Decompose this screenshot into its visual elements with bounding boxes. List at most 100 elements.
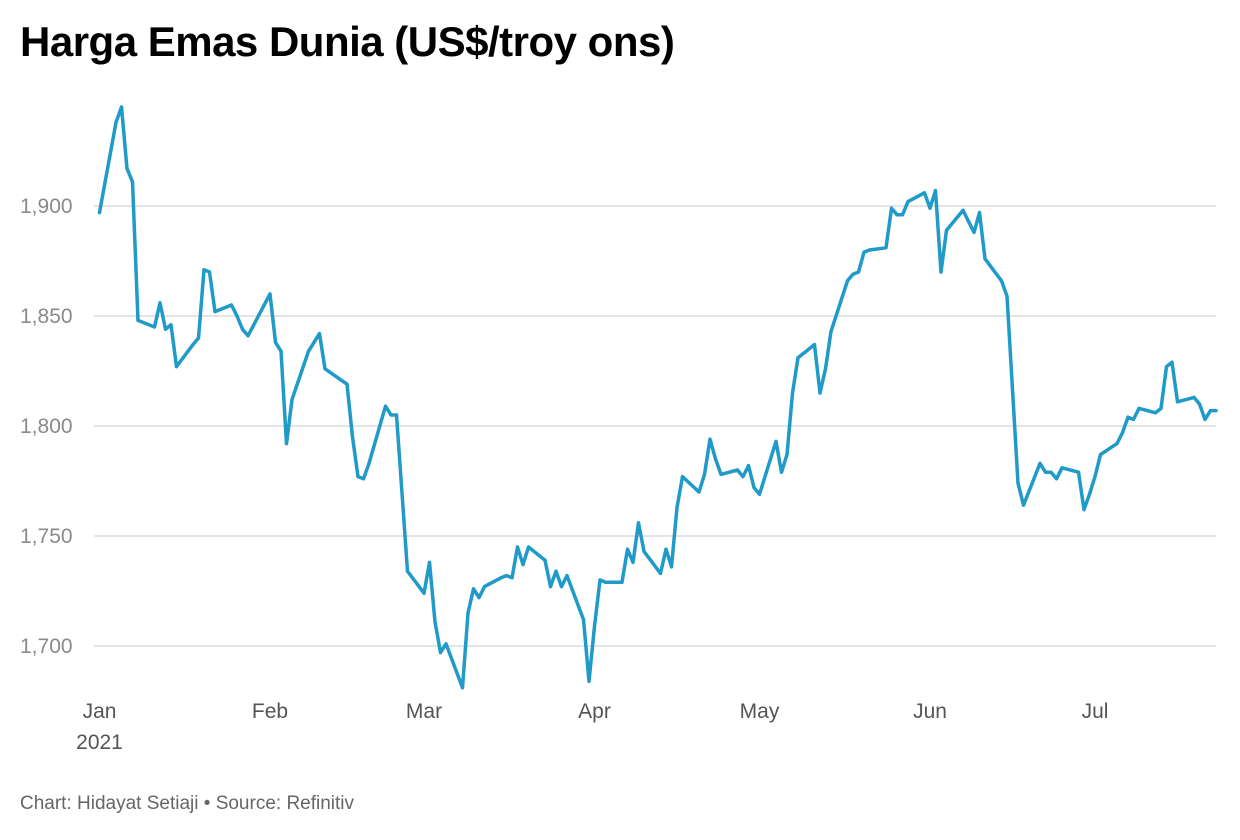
x-tick-label: Jun — [913, 700, 947, 723]
data-point — [812, 343, 817, 347]
data-point — [708, 437, 712, 441]
data-point — [422, 591, 426, 595]
data-point — [889, 206, 894, 210]
data-point — [240, 327, 245, 331]
data-point — [719, 472, 723, 476]
line-chart: 1,700 1,750 1,800 1,850 1,900 Jan Feb Mar Apr Ma… — [20, 105, 1218, 754]
data-point — [697, 490, 701, 494]
data-point — [317, 332, 322, 336]
y-axis-tick-labels: 1,700 1,750 1,800 1,850 1,900 — [20, 195, 73, 658]
data-point — [944, 228, 949, 232]
data-point — [1005, 294, 1009, 298]
data-point — [350, 435, 355, 439]
data-point — [680, 475, 685, 479]
data-point — [482, 585, 487, 589]
data-point — [999, 279, 1004, 283]
data-point — [851, 272, 855, 276]
data-point — [1054, 477, 1059, 481]
data-point — [565, 574, 569, 578]
data-point — [702, 472, 707, 476]
data-point — [598, 578, 602, 582]
data-point — [1159, 406, 1163, 410]
data-point — [1192, 395, 1196, 399]
data-point — [526, 545, 531, 549]
data-point — [790, 391, 795, 395]
data-point — [438, 651, 443, 655]
data-point — [504, 574, 509, 578]
data-point — [631, 560, 635, 565]
data-point — [235, 314, 239, 318]
data-point — [1164, 365, 1169, 369]
y-tick-label: 1,800 — [20, 415, 73, 438]
data-point — [125, 167, 129, 171]
data-point — [845, 279, 850, 283]
data-point — [818, 391, 822, 395]
data-point — [477, 596, 481, 600]
data-point — [394, 413, 399, 417]
data-point — [867, 248, 872, 252]
data-point — [933, 189, 938, 193]
data-point — [312, 340, 316, 344]
data-point — [323, 367, 327, 371]
data-point — [543, 558, 547, 562]
data-point — [548, 585, 553, 589]
data-point — [119, 105, 124, 109]
x-tick-label: Jan — [83, 700, 117, 723]
data-point — [1120, 431, 1125, 435]
data-point — [290, 398, 294, 402]
chart-source: Source: Refinitiv — [215, 793, 355, 814]
data-point — [169, 323, 173, 327]
data-point — [196, 336, 201, 340]
data-point — [961, 208, 965, 212]
series-line — [97, 105, 1218, 690]
data-point — [515, 545, 520, 549]
data-point — [669, 565, 674, 569]
data-point — [158, 301, 162, 305]
data-point — [592, 624, 597, 628]
data-point — [97, 211, 102, 215]
data-point — [152, 325, 157, 329]
series-group — [97, 105, 1218, 690]
data-point — [554, 569, 558, 573]
data-point — [752, 486, 756, 490]
data-point — [367, 461, 371, 465]
data-point — [746, 464, 751, 468]
data-point — [1126, 415, 1130, 419]
y-tick-label: 1,700 — [20, 635, 73, 658]
data-point — [1016, 481, 1020, 485]
chart-footer: Chart: Hidayat Setiaji • Source: Refinit… — [20, 793, 354, 815]
data-point — [284, 442, 289, 446]
y-tick-label: 1,850 — [20, 305, 73, 328]
data-point — [642, 549, 646, 554]
data-point — [1175, 400, 1180, 404]
data-point — [785, 453, 789, 457]
data-point — [664, 547, 668, 551]
data-point — [636, 521, 641, 525]
data-point — [1076, 470, 1081, 474]
data-point — [510, 576, 514, 580]
data-point — [735, 468, 740, 472]
data-point — [471, 587, 476, 591]
x-tick-label: Mar — [406, 700, 442, 723]
data-point — [191, 343, 195, 347]
data-point — [499, 576, 503, 580]
data-point — [1153, 411, 1158, 415]
data-point — [587, 679, 591, 683]
data-point — [130, 180, 135, 184]
data-point — [273, 340, 278, 344]
data-point — [427, 560, 432, 565]
data-point — [675, 505, 679, 509]
data-point — [1208, 409, 1213, 413]
data-point — [246, 334, 250, 338]
data-point — [174, 365, 179, 369]
data-point — [1131, 417, 1136, 421]
data-point — [444, 642, 448, 646]
data-point — [460, 686, 465, 690]
data-point — [1170, 360, 1174, 364]
data-point — [1115, 442, 1119, 446]
x-tick-label: Jul — [1082, 700, 1109, 723]
data-point — [713, 457, 718, 461]
data-point — [229, 303, 234, 307]
data-point — [207, 270, 212, 274]
data-point — [928, 206, 932, 210]
